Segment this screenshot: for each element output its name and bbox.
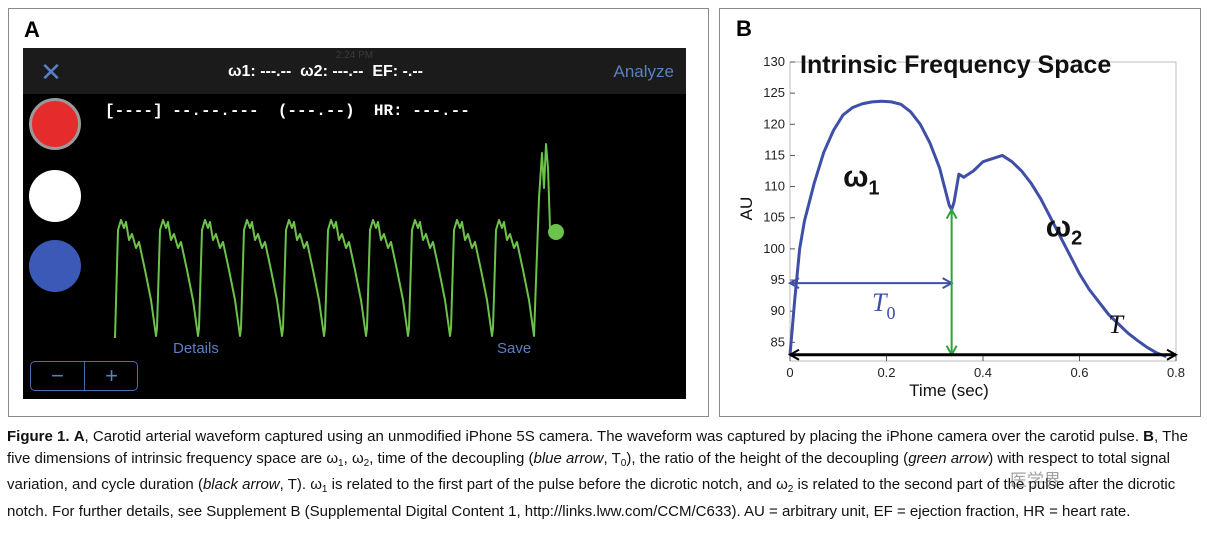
y-tick-label: 125 <box>763 85 785 100</box>
caption-text-7: ) with respect to total signal variation… <box>7 449 1170 494</box>
minus-button[interactable]: − <box>51 363 64 388</box>
omega-ef-readout: ω1: ---.-- ω2: ---.-- EF: -.-- <box>228 63 423 80</box>
waveform-cursor-dot <box>548 224 564 240</box>
annotation-label: T <box>1108 310 1124 339</box>
details-button[interactable]: Details <box>173 340 219 357</box>
caption-sub-0: 0 <box>620 457 627 469</box>
caption-text-10: is related to the second part of the pul… <box>7 476 1176 520</box>
x-axis-label: Time (sec) <box>909 381 989 400</box>
save-button[interactable]: Save <box>497 340 532 357</box>
blue-arrow-head-start <box>787 277 800 290</box>
caption-text-6: ), the ratio of the height of the decoup… <box>626 449 909 467</box>
caption-text-8: , T). ω <box>279 476 322 493</box>
y-tick-label: 115 <box>764 147 785 162</box>
hr-readout-line: [----] --.--.--- (---.--) HR: ---.-- <box>105 102 470 120</box>
caption-text-4: , time of the decoupling ( <box>369 449 534 467</box>
watermark: 医学界 <box>1010 471 1061 490</box>
annotation-subscript: 2 <box>1071 227 1082 249</box>
plus-button[interactable]: + <box>105 363 118 388</box>
black-arrow-head-start <box>787 348 800 361</box>
caption-green-arrow: green arrow <box>908 449 989 467</box>
x-tick-label: 0.2 <box>877 365 895 380</box>
annotation-label: T0 <box>872 288 895 323</box>
caption-text-5: , T <box>603 449 621 467</box>
annotation-subscript: 0 <box>886 303 895 323</box>
pulse-waveform <box>114 143 564 339</box>
green-arrow-head-start <box>945 207 958 220</box>
caption-text-3: , ω <box>343 449 364 467</box>
figure-label: Figure 1. <box>7 428 70 445</box>
stepper-divider <box>84 362 85 390</box>
analyze-button[interactable]: Analyze <box>613 62 674 81</box>
y-tick-label: 95 <box>771 272 785 287</box>
y-tick-label: 90 <box>771 303 785 318</box>
zoom-stepper: − + <box>30 361 138 391</box>
y-tick-label: 100 <box>763 241 785 256</box>
phone-screen: 2:24 PM ✕ ω1: ---.-- ω2: ---.-- EF: -.--… <box>23 48 686 399</box>
x-tick-label: 0.8 <box>1167 365 1185 380</box>
panel-b-letter: B <box>736 16 752 41</box>
white-circle-button[interactable] <box>29 170 81 222</box>
series-line <box>788 99 1167 359</box>
y-tick-label: 85 <box>771 334 785 349</box>
y-tick-label: 105 <box>763 210 785 225</box>
caption-blue-arrow: blue arrow <box>533 449 604 467</box>
app-top-bar: 2:24 PM ✕ ω1: ---.-- ω2: ---.-- EF: -.--… <box>23 48 686 94</box>
x-tick-label: 0 <box>786 365 793 380</box>
blue-circle-button[interactable] <box>29 240 81 292</box>
chart-title: Intrinsic Frequency Space <box>800 51 1112 79</box>
caption-text-9: is related to the first part of the puls… <box>327 476 788 493</box>
y-tick-label: 120 <box>763 116 785 131</box>
caption-b-label: B <box>1143 428 1154 445</box>
y-axis-label: AU <box>737 197 756 221</box>
y-tick-label: 110 <box>764 179 785 194</box>
red-circle-button[interactable] <box>29 98 81 150</box>
caption-sub-1: 1 <box>338 457 344 469</box>
caption-sub-2: 2 <box>363 457 370 469</box>
caption-sub-3: 1 <box>321 484 328 495</box>
caption-sub-4: 2 <box>787 484 794 495</box>
annotation-label: ω1 <box>843 161 879 200</box>
close-x-icon[interactable]: ✕ <box>40 57 62 87</box>
black-arrow-head-end <box>1166 348 1179 361</box>
caption-text-2: , The five dimensions of intrinsic frequ… <box>7 428 1188 467</box>
caption-a-label: A <box>73 428 85 445</box>
panel-a-letter: A <box>24 17 40 42</box>
x-tick-label: 0.6 <box>1070 365 1088 380</box>
annotation-subscript: 1 <box>868 178 879 200</box>
x-tick-label: 0.4 <box>974 365 992 380</box>
figure-caption: Figure 1. A, Carotid arterial waveform c… <box>7 426 1200 522</box>
caption-black-arrow: black arrow <box>202 476 280 493</box>
waveform-trace <box>114 143 551 339</box>
panel-b-frame <box>719 8 1201 417</box>
caption-text-1: , Carotid arterial waveform captured usi… <box>84 428 1144 445</box>
status-bar-time: 2:24 PM <box>335 50 374 61</box>
y-tick-label: 130 <box>763 54 785 69</box>
